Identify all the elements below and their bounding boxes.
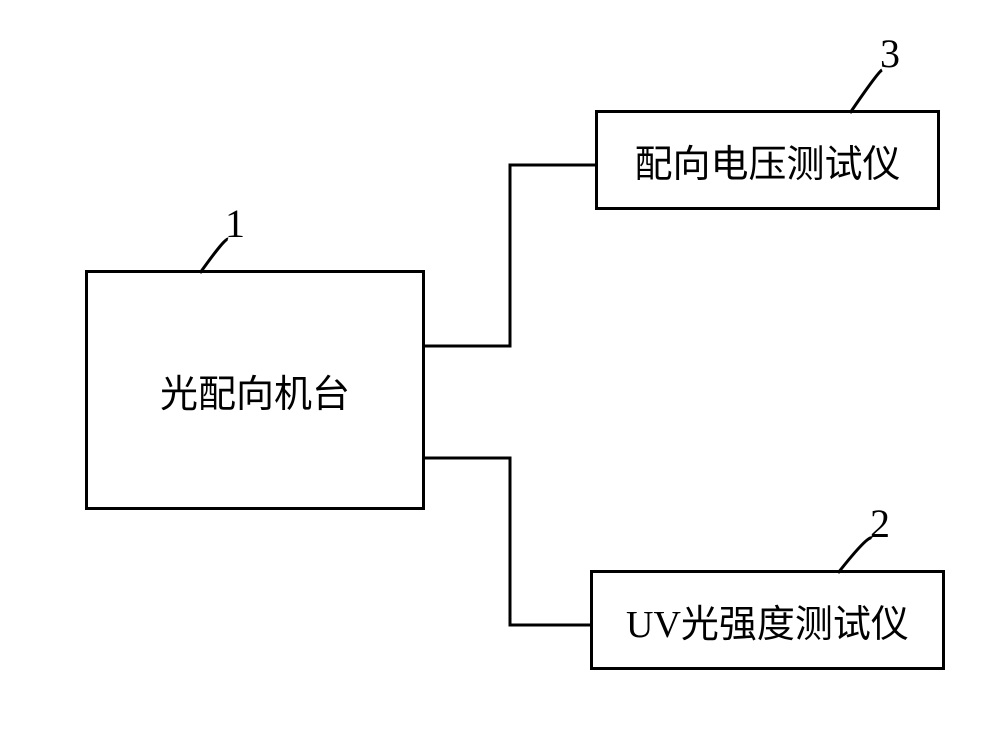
ref-label-2: 2 (870, 500, 890, 547)
ref-label-1: 1 (225, 200, 245, 247)
node-top: 配向电压测试仪 (595, 110, 940, 210)
node-main: 光配向机台 (85, 270, 425, 510)
node-bottom: UV光强度测试仪 (590, 570, 945, 670)
diagram-canvas: 光配向机台 1 配向电压测试仪 3 UV光强度测试仪 2 (0, 0, 1000, 737)
node-bottom-label: UV光强度测试仪 (626, 593, 909, 648)
ref-label-3: 3 (880, 30, 900, 77)
node-top-label: 配向电压测试仪 (634, 133, 900, 188)
node-main-label: 光配向机台 (160, 363, 350, 418)
